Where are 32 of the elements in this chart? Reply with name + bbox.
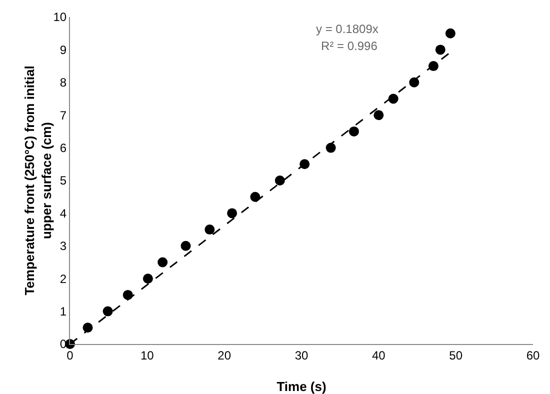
y-tick-label: 4 [60,206,67,220]
annotation: y = 0.1809x [316,22,378,36]
y-tick-label: 9 [60,42,67,57]
point [180,240,191,251]
y-tick-label: 3 [60,239,67,254]
point [435,44,446,55]
point [227,208,238,218]
y-tick-label: 5 [60,174,67,188]
x-tick-label: 10 [140,348,154,362]
x-axis-title: Time (s) [276,379,326,394]
point [445,28,456,38]
point [204,224,215,235]
y-tick-label: 10 [53,10,67,24]
y-tick-label: 6 [60,141,67,155]
x-tick-label: 40 [372,348,386,362]
point [158,257,168,268]
y-tick-label: 7 [60,108,67,122]
point [348,126,359,136]
point [374,110,384,120]
y-tick-label: 2 [60,272,67,286]
x-tick-label: 20 [218,348,232,362]
x-tick-label: 50 [449,348,463,362]
point [142,274,153,284]
point [102,306,113,316]
x-tick-label: 60 [526,348,540,362]
annotation: R² = 0.996 [321,39,378,53]
point [274,176,285,186]
y-tick-label: 8 [60,76,67,90]
x-tick-label: 30 [294,348,308,362]
y-tick-label: 1 [60,304,67,318]
point [388,94,398,104]
y-axis-title: Temperature front (250°C) from initial upper surface (cm) [22,66,54,296]
